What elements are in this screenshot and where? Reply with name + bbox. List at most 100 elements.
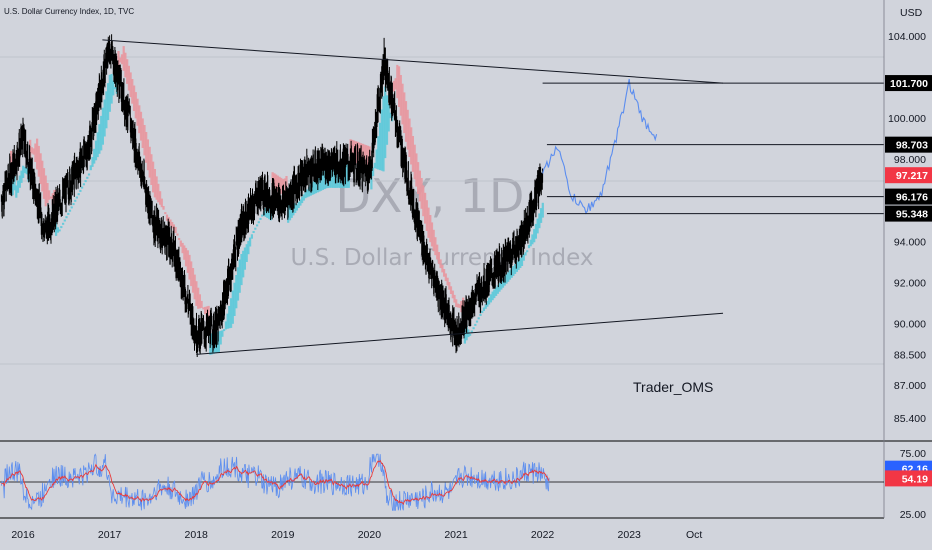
time-axis[interactable]: 2016 2017 2018 2019 2020 2021 2022 2023 Oct	[11, 529, 702, 541]
price-label-text: 98.703	[896, 140, 928, 152]
cloud-segment	[249, 237, 252, 247]
cloud-segment	[372, 167, 375, 177]
price-axis[interactable]: 104.000 100.000 98.000 94.000 92.000 90.000 88…	[888, 0, 926, 425]
rsi-line	[1, 453, 550, 511]
projection-line	[542, 78, 658, 215]
cloud-segment	[126, 59, 129, 84]
cloud-segment	[252, 231, 255, 233]
time-tick-label: 2021	[444, 529, 468, 541]
cloud-segment	[41, 160, 44, 192]
cloud-segment	[311, 182, 314, 195]
price-tick-label: 98.000	[894, 154, 926, 166]
cloud-segment	[488, 297, 491, 305]
time-tick-label: 2020	[358, 529, 382, 541]
cloud-segment	[505, 274, 508, 284]
cloud-segment	[82, 183, 85, 186]
cloud-segment	[74, 199, 77, 202]
cloud-segment	[112, 80, 115, 96]
cloud-segment	[188, 254, 191, 280]
cloud-segment	[522, 254, 525, 261]
cloud-segment	[410, 127, 413, 165]
cloud-segment	[425, 200, 428, 231]
cloud-segment	[299, 199, 302, 206]
cloud-segment	[181, 242, 184, 254]
cloud-segment	[18, 175, 21, 188]
cloud-segment	[321, 171, 324, 190]
cloud-segment	[399, 75, 402, 116]
price-tick-label: 104.000	[888, 31, 926, 43]
cloud-segment	[418, 170, 421, 202]
cloud-segment	[398, 66, 401, 107]
price-label-box	[885, 136, 932, 153]
cloud-segment	[307, 187, 311, 197]
price-tick-label: 88.500	[894, 349, 926, 361]
cloud-segment	[195, 281, 198, 306]
cloud-segment	[131, 79, 134, 104]
time-tick-label: 2019	[271, 529, 295, 541]
cloud-segment	[278, 176, 281, 193]
cloud-segment	[472, 327, 475, 330]
cloud-segment	[475, 320, 479, 323]
cloud-segment	[389, 112, 392, 119]
cloud-segment	[261, 214, 264, 217]
horizontal-levels[interactable]	[542, 82, 884, 215]
price-label-text: 97.217	[896, 170, 928, 182]
cloud-segment	[200, 300, 203, 308]
author-label: Trader_OMS	[633, 379, 713, 395]
cloud-segment	[230, 298, 233, 328]
cloud-segment	[318, 173, 321, 192]
cloud-segment	[150, 154, 153, 185]
rsi-value-text: 54.19	[902, 473, 928, 485]
cloud-segment	[136, 98, 139, 126]
chart-header-title: U.S. Dollar Currency Index, 1D, TVC	[4, 7, 135, 16]
cloud-segment	[297, 201, 300, 208]
cloud-segment	[113, 87, 117, 90]
cloud-segment	[81, 186, 84, 189]
cloud-segment	[387, 104, 390, 132]
price-label-text: 95.348	[896, 209, 928, 221]
cloud-segment	[13, 175, 16, 191]
cloud-segment	[86, 176, 89, 179]
cloud-segment	[375, 149, 378, 169]
cloud-segment	[514, 264, 517, 274]
cloud-segment	[335, 164, 338, 188]
price-tick-label: 106.000	[888, 0, 926, 2]
cloud-segment	[406, 109, 409, 150]
cloud-segment	[444, 273, 447, 282]
price-tick-label: 92.000	[894, 277, 926, 289]
cloud-segment	[197, 287, 200, 309]
cloud-segment	[119, 57, 122, 63]
cloud-segment	[411, 136, 414, 172]
rsi-tick-label: 25.00	[900, 509, 926, 521]
currency-label: USD	[900, 7, 923, 19]
cloud-segment	[424, 192, 427, 224]
cloud-segment	[456, 303, 460, 308]
cloud-segment	[500, 280, 503, 290]
time-tick-label: 2018	[185, 529, 209, 541]
cloud-segment	[46, 182, 49, 203]
cloud-segment	[216, 331, 219, 353]
cloud-segment	[49, 196, 52, 199]
cloud-segment	[160, 198, 163, 208]
cloud-segment	[491, 291, 494, 301]
cloud-segment	[501, 278, 505, 288]
cloud-segment	[233, 282, 236, 316]
cloud-segment	[122, 46, 125, 71]
cloud-segment	[42, 168, 46, 199]
cloud-segment	[529, 239, 532, 247]
price-label-box	[885, 188, 932, 205]
cloud-segment	[223, 329, 226, 332]
price-label-text: 96.176	[896, 192, 928, 204]
price-label-box	[885, 167, 932, 184]
trendlines[interactable]	[102, 39, 724, 355]
cloud-segment	[20, 170, 23, 183]
cloud-segment	[117, 51, 120, 71]
cloud-segment	[382, 96, 385, 172]
cloud-segment	[22, 165, 25, 178]
cloud-segment	[79, 189, 82, 192]
cloud-segment	[380, 109, 383, 171]
cloud-segment	[91, 157, 94, 167]
cloud-segment	[493, 289, 496, 299]
trendline	[196, 312, 724, 355]
